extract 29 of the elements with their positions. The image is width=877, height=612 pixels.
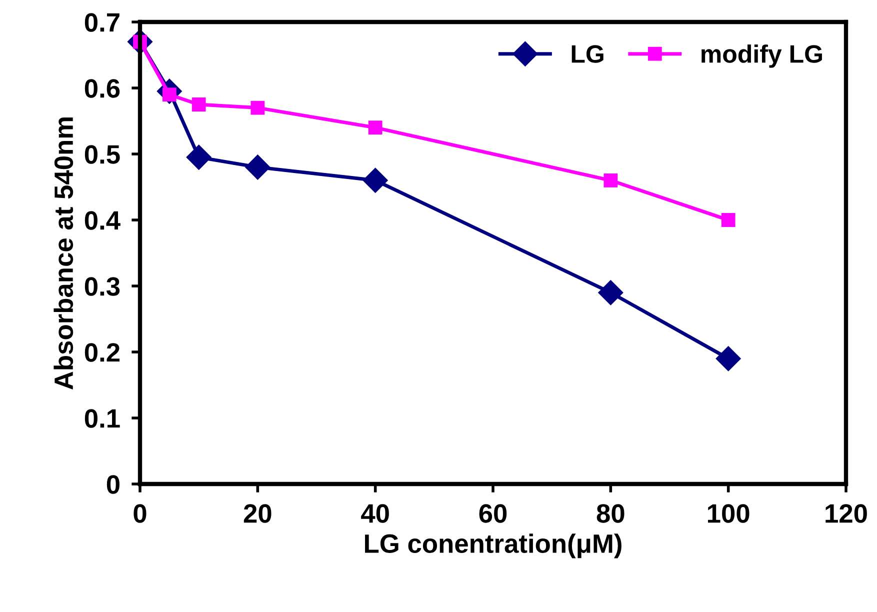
x-tick-label: 120 <box>826 504 867 523</box>
y-tick-label: 0.6 <box>84 79 120 98</box>
y-tick-label: 0.2 <box>84 343 120 362</box>
point <box>721 213 736 227</box>
x-tick-label: 60 <box>479 504 507 523</box>
point <box>716 346 741 372</box>
y-tick-label: 0.4 <box>84 211 120 230</box>
x-tick-label: 80 <box>596 504 624 523</box>
y-tick-label: 0.5 <box>84 145 120 164</box>
legend-label: modify LG <box>702 44 822 68</box>
point <box>598 280 624 306</box>
y-tick-label: 0.7 <box>84 13 120 32</box>
point <box>186 144 212 170</box>
point <box>250 100 265 115</box>
x-tick-label: 40 <box>361 504 389 523</box>
point <box>245 154 270 180</box>
point <box>192 98 206 112</box>
point <box>604 173 618 188</box>
x-tick-label: 20 <box>244 504 272 523</box>
legend-label: LG <box>572 45 604 63</box>
point <box>362 168 388 193</box>
x-tick-label: 100 <box>708 504 750 523</box>
x-tick-label: 0 <box>134 504 146 523</box>
point <box>368 120 382 135</box>
y-tick-label: 0.1 <box>84 409 120 428</box>
x-axis-title: LG conentration(μM) <box>365 534 622 558</box>
y-tick-label: 0 <box>106 475 120 494</box>
y-tick-label: 0.3 <box>84 277 120 296</box>
y-axis-title: Absorbance at 540nm <box>54 118 74 390</box>
